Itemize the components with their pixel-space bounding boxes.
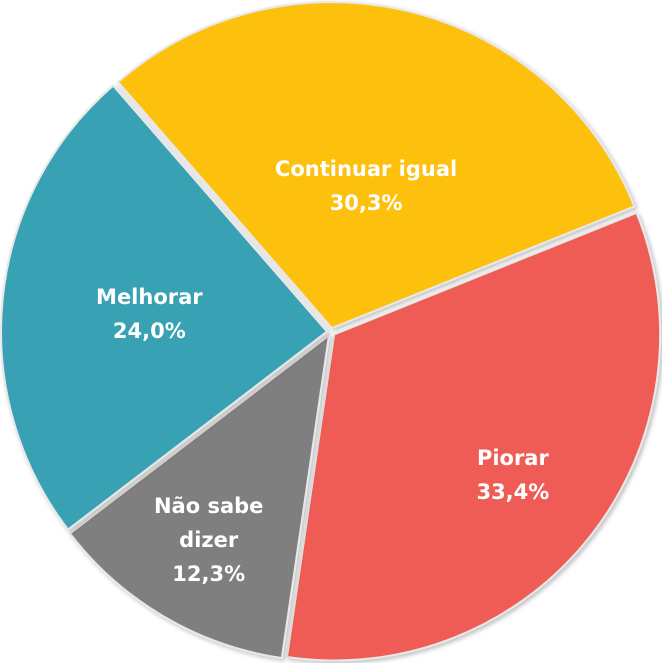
pie-slice <box>116 1 636 330</box>
category-name: Não sabe dizer <box>153 493 264 552</box>
category-name: Piorar <box>476 446 549 471</box>
category-name: Continuar igual <box>274 157 458 182</box>
slice-label: Continuar igual 30,3% <box>216 152 516 220</box>
pie-slice <box>0 84 329 532</box>
category-name: Melhorar <box>96 284 203 309</box>
value-label: 12,3% <box>172 561 246 586</box>
slice-label: Piorar 33,4% <box>413 441 613 509</box>
value-label: 33,4% <box>476 480 550 505</box>
value-label: 30,3% <box>329 191 403 216</box>
pie-slice <box>68 333 331 660</box>
pie-slice <box>285 211 662 662</box>
slice-label: Melhorar 24,0% <box>49 280 249 348</box>
value-label: 24,0% <box>112 318 186 343</box>
slice-label: Não sabe dizer 12,3% <box>144 489 274 591</box>
